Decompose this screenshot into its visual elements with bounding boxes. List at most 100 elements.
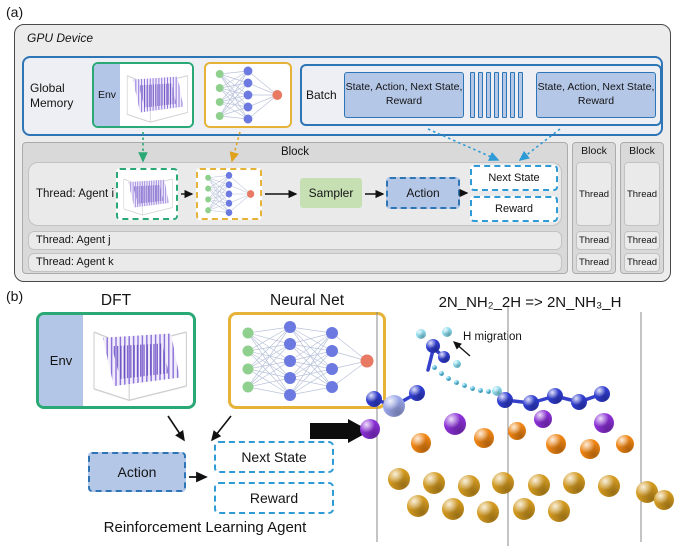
atom-H — [416, 329, 426, 339]
neural-net-title: Neural Net — [269, 292, 345, 309]
side-block-title: Block — [581, 145, 607, 157]
atom-Au — [458, 475, 480, 497]
atom-Au — [492, 472, 514, 494]
atom-O — [616, 435, 634, 453]
atom-tr — [438, 370, 444, 376]
gpu-device-title: GPU Device — [27, 31, 94, 45]
neural-net-box-b — [228, 312, 386, 409]
atom-O — [508, 422, 526, 440]
env-label-strip: Env — [39, 315, 83, 406]
atom-P — [594, 413, 614, 433]
atom-O — [546, 434, 566, 454]
panel-a-label: (a) — [6, 4, 24, 20]
atom-H — [453, 360, 461, 368]
env-label-strip: Env — [94, 64, 120, 126]
queue-bar — [510, 72, 515, 118]
queue-bar — [502, 72, 507, 118]
thread-agent-k-label: Thread: Agent k — [36, 256, 114, 268]
atom-Au — [388, 468, 410, 490]
sampler-box: Sampler — [300, 178, 362, 208]
env-box-b: Env — [36, 312, 196, 409]
h-migration-arrow — [453, 341, 471, 357]
next-state-label: Next State — [241, 449, 307, 465]
reward-box-b: Reward — [214, 482, 334, 514]
atom-N — [409, 385, 425, 401]
arrow-bar — [310, 423, 348, 439]
thread-agent-j-label: Thread: Agent j — [36, 234, 111, 246]
atom-Au — [528, 474, 550, 496]
env-3d-plot-icon — [118, 170, 176, 218]
env-label: Env — [49, 353, 73, 368]
thread-agent-k-row — [28, 253, 562, 272]
atom-P — [444, 413, 466, 435]
atom-NL — [383, 395, 405, 417]
block-title: Block — [280, 146, 310, 158]
side-thread: Thread — [624, 253, 660, 272]
atom-Au — [423, 472, 445, 494]
atom-tr — [485, 388, 491, 394]
panel-b-label: (b) — [6, 288, 24, 304]
side-thread: Thread — [624, 231, 660, 250]
env-3d-plot-icon — [120, 64, 192, 126]
atom-tr — [453, 379, 459, 385]
atom-Au — [407, 495, 429, 517]
next-state-box-a: Next State — [470, 165, 558, 191]
env-label: Env — [97, 89, 117, 101]
batch-item-text: State, Action, Next State, Reward — [345, 81, 463, 107]
atom-N — [547, 388, 563, 404]
global-memory-label: Global Memory — [30, 81, 74, 110]
side-thread: Thread — [576, 162, 612, 226]
atom-Au — [442, 498, 464, 520]
neural-net-mini-box — [196, 168, 262, 220]
atom-tr — [445, 375, 451, 381]
atom-tr — [477, 387, 483, 393]
batch-box — [300, 64, 662, 126]
atom-O — [411, 433, 431, 453]
action-label: Action — [406, 186, 440, 200]
batch-label: Batch — [306, 88, 337, 102]
atom-Au — [548, 500, 570, 522]
atom-O — [580, 439, 600, 459]
neural-net-box-a — [204, 62, 292, 128]
atom-tr — [461, 382, 467, 388]
reaction-title: 2N_NH₂_2H => 2N_NH₃_H — [438, 293, 622, 311]
atom-N — [497, 392, 513, 408]
atom-N — [426, 339, 440, 353]
next-state-label: Next State — [488, 172, 540, 184]
atom-N — [571, 394, 587, 410]
atom-H — [442, 327, 452, 337]
action-box-a: Action — [386, 177, 460, 209]
neural-net-icon-mini — [205, 171, 255, 217]
batch-item-text: State, Action, Next State, Reward — [537, 81, 655, 107]
atom-Au — [513, 498, 535, 520]
env-box-a: Env — [92, 62, 194, 128]
env-mini-box — [116, 168, 178, 220]
queue-bar — [494, 72, 499, 118]
batch-item: State, Action, Next State, Reward — [344, 72, 464, 118]
arrow-nn-to-agent — [211, 415, 232, 442]
batch-queue-bars — [470, 72, 532, 118]
dft-title: DFT — [100, 292, 132, 309]
side-block-title: Block — [629, 145, 655, 157]
atom-N — [438, 351, 450, 363]
atom-Au — [563, 472, 585, 494]
queue-bar — [478, 72, 483, 118]
action-label: Action — [117, 464, 157, 480]
atom-O — [474, 428, 494, 448]
rl-agent-caption: Reinforcement Learning Agent — [103, 518, 307, 536]
reward-box-a: Reward — [470, 196, 558, 222]
atom-P — [534, 410, 552, 428]
reward-label: Reward — [249, 490, 299, 506]
sampler-label: Sampler — [308, 186, 354, 200]
atom-Au — [636, 481, 658, 503]
atom-Au — [477, 501, 499, 523]
thread-agent-i-label: Thread: Agent i — [36, 188, 114, 200]
side-thread: Thread — [576, 253, 612, 272]
queue-bar — [518, 72, 523, 118]
atom-Au — [654, 490, 674, 510]
atom-N — [594, 386, 610, 402]
molecule-bonds — [372, 346, 604, 408]
side-thread: Thread — [624, 162, 660, 226]
arrow-head — [348, 419, 370, 443]
